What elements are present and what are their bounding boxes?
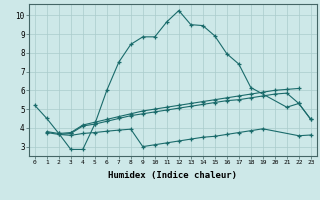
X-axis label: Humidex (Indice chaleur): Humidex (Indice chaleur) [108, 171, 237, 180]
